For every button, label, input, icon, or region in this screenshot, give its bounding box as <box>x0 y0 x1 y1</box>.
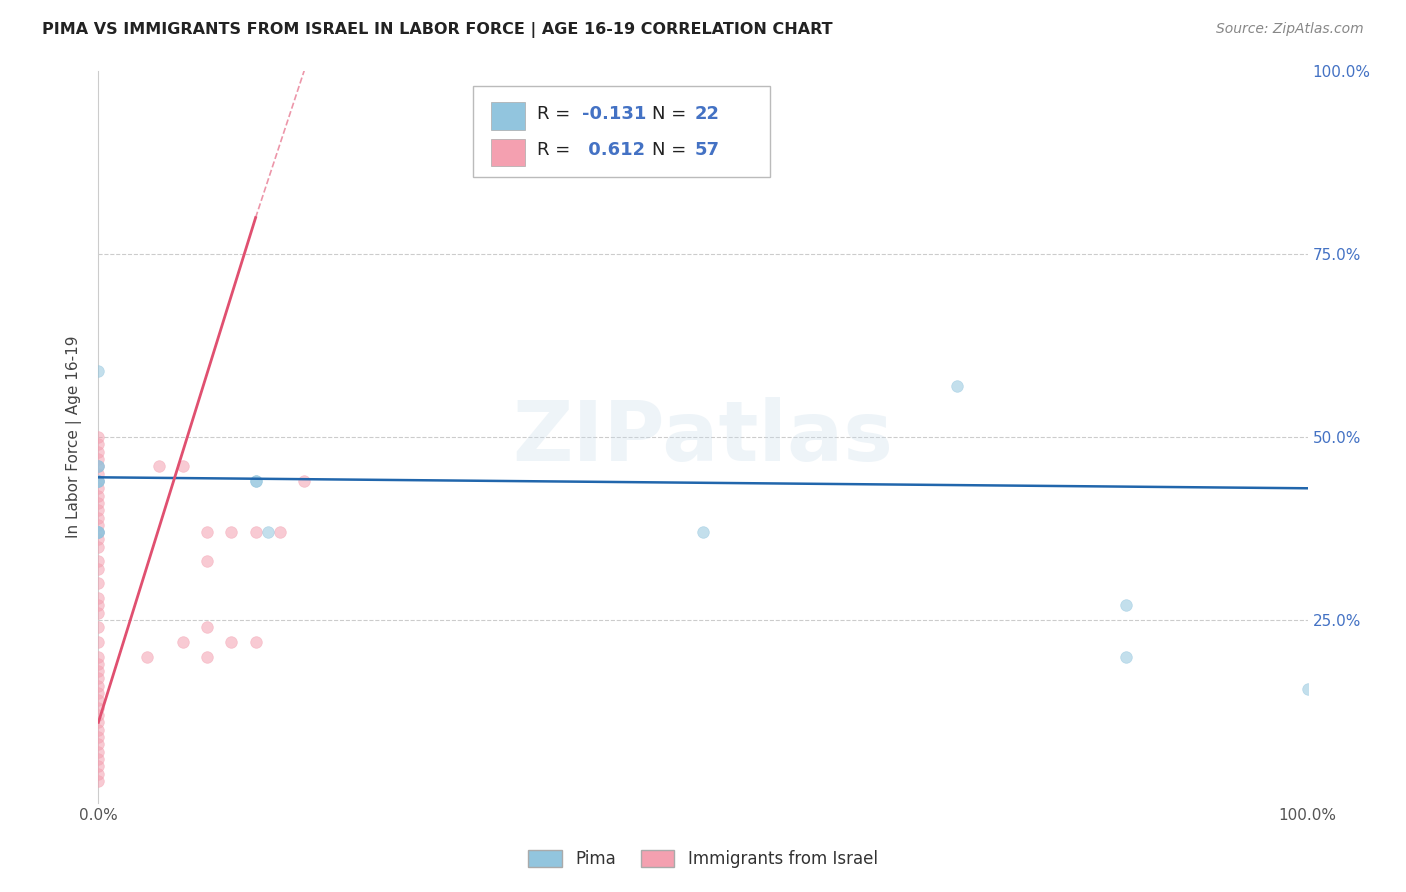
Text: R =: R = <box>537 141 576 160</box>
Point <box>87 474 110 488</box>
Point <box>1296 682 1319 697</box>
Point <box>87 693 110 707</box>
Point <box>245 474 267 488</box>
Point <box>87 474 110 488</box>
Point <box>1115 649 1137 664</box>
Text: R =: R = <box>537 104 576 123</box>
Point <box>87 481 110 495</box>
Point <box>87 474 110 488</box>
Point <box>87 672 110 686</box>
Bar <box>492 102 526 130</box>
Point <box>87 620 110 634</box>
Point <box>245 525 267 540</box>
Point <box>87 700 110 714</box>
Point <box>87 459 110 474</box>
Point <box>1115 599 1137 613</box>
Text: PIMA VS IMMIGRANTS FROM ISRAEL IN LABOR FORCE | AGE 16-19 CORRELATION CHART: PIMA VS IMMIGRANTS FROM ISRAEL IN LABOR … <box>42 22 832 38</box>
Point <box>221 525 243 540</box>
Point <box>87 745 110 759</box>
Text: Source: ZipAtlas.com: Source: ZipAtlas.com <box>1216 22 1364 37</box>
Point <box>87 474 110 488</box>
Point <box>692 525 714 540</box>
Point <box>256 525 278 540</box>
Point <box>172 635 194 649</box>
Point <box>87 635 110 649</box>
Point <box>87 525 110 540</box>
Point <box>87 562 110 576</box>
Point <box>195 554 218 568</box>
Point <box>87 525 110 540</box>
Text: -0.131: -0.131 <box>582 104 647 123</box>
FancyBboxPatch shape <box>474 86 769 178</box>
Point <box>87 686 110 700</box>
Bar <box>492 138 526 167</box>
Point <box>195 620 218 634</box>
Point <box>87 752 110 766</box>
Point <box>148 459 170 474</box>
Point <box>172 459 194 474</box>
Point <box>195 525 218 540</box>
Point <box>87 444 110 458</box>
Point <box>87 459 110 474</box>
Point <box>946 379 969 393</box>
Point <box>87 517 110 532</box>
Point <box>87 496 110 510</box>
Text: 22: 22 <box>695 104 720 123</box>
Point <box>87 554 110 568</box>
Point <box>87 723 110 737</box>
Point <box>87 591 110 605</box>
Point <box>87 525 110 540</box>
Text: 57: 57 <box>695 141 720 160</box>
Point <box>87 489 110 503</box>
Point <box>87 459 110 474</box>
Point <box>221 635 243 649</box>
Point <box>87 452 110 467</box>
Point <box>245 635 267 649</box>
Point <box>87 525 110 540</box>
Text: ZIPatlas: ZIPatlas <box>513 397 893 477</box>
Text: N =: N = <box>652 141 692 160</box>
Point <box>87 730 110 744</box>
Point <box>87 364 110 378</box>
Legend: Pima, Immigrants from Israel: Pima, Immigrants from Israel <box>522 843 884 875</box>
Point <box>87 503 110 517</box>
Point <box>87 437 110 451</box>
Point <box>87 759 110 773</box>
Point <box>87 606 110 620</box>
Point <box>245 474 267 488</box>
Point <box>87 679 110 693</box>
Point <box>87 510 110 524</box>
Point <box>87 533 110 547</box>
Point <box>87 649 110 664</box>
Point <box>87 664 110 678</box>
Point <box>87 708 110 723</box>
Point <box>269 525 291 540</box>
Y-axis label: In Labor Force | Age 16-19: In Labor Force | Age 16-19 <box>66 335 83 539</box>
Point <box>87 715 110 730</box>
Point <box>195 649 218 664</box>
Point <box>292 474 315 488</box>
Text: 0.612: 0.612 <box>582 141 645 160</box>
Point <box>87 766 110 780</box>
Point <box>87 599 110 613</box>
Point <box>87 737 110 751</box>
Point <box>87 576 110 591</box>
Point <box>87 467 110 481</box>
Point <box>87 430 110 444</box>
Point <box>135 649 157 664</box>
Point <box>87 773 110 788</box>
Text: N =: N = <box>652 104 692 123</box>
Point <box>87 540 110 554</box>
Point <box>87 657 110 671</box>
